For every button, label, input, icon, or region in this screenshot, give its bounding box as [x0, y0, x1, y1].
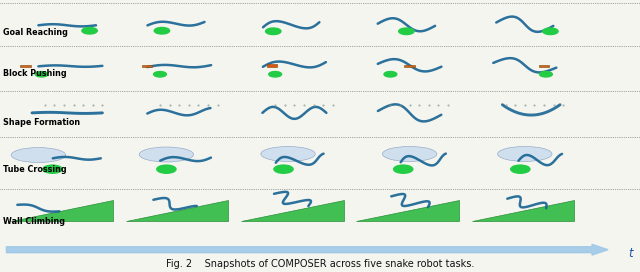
Ellipse shape	[383, 146, 437, 161]
Polygon shape	[126, 200, 228, 221]
Text: Tube Crossing: Tube Crossing	[3, 165, 67, 175]
Text: Shape Formation: Shape Formation	[3, 118, 81, 127]
Text: Block Pushing: Block Pushing	[3, 69, 67, 78]
Circle shape	[43, 165, 62, 173]
Text: Goal Reaching: Goal Reaching	[3, 28, 68, 37]
Circle shape	[543, 28, 558, 35]
Polygon shape	[11, 200, 113, 221]
FancyArrow shape	[6, 244, 608, 255]
Bar	[142, 65, 152, 67]
Circle shape	[154, 27, 170, 34]
Circle shape	[274, 165, 293, 173]
Polygon shape	[472, 200, 574, 221]
Circle shape	[82, 27, 97, 34]
Circle shape	[35, 72, 48, 77]
Bar	[267, 64, 277, 67]
Circle shape	[266, 28, 281, 35]
Text: $t$: $t$	[628, 247, 636, 260]
Circle shape	[399, 28, 414, 35]
Circle shape	[269, 72, 282, 77]
Circle shape	[384, 72, 397, 77]
Polygon shape	[356, 200, 459, 221]
Polygon shape	[241, 200, 344, 221]
Ellipse shape	[261, 146, 315, 161]
Bar	[404, 65, 415, 67]
Circle shape	[394, 165, 413, 173]
Ellipse shape	[498, 146, 552, 161]
Circle shape	[540, 72, 552, 77]
Circle shape	[511, 165, 530, 173]
Ellipse shape	[140, 147, 194, 162]
Text: Fig. 2    Snapshots of COMPOSER across five snake robot tasks.: Fig. 2 Snapshots of COMPOSER across five…	[166, 259, 474, 269]
Circle shape	[154, 72, 166, 77]
Ellipse shape	[12, 147, 66, 162]
Circle shape	[157, 165, 176, 173]
Bar	[539, 65, 549, 67]
Text: Wall Climbing: Wall Climbing	[3, 217, 65, 226]
Bar	[20, 65, 31, 67]
